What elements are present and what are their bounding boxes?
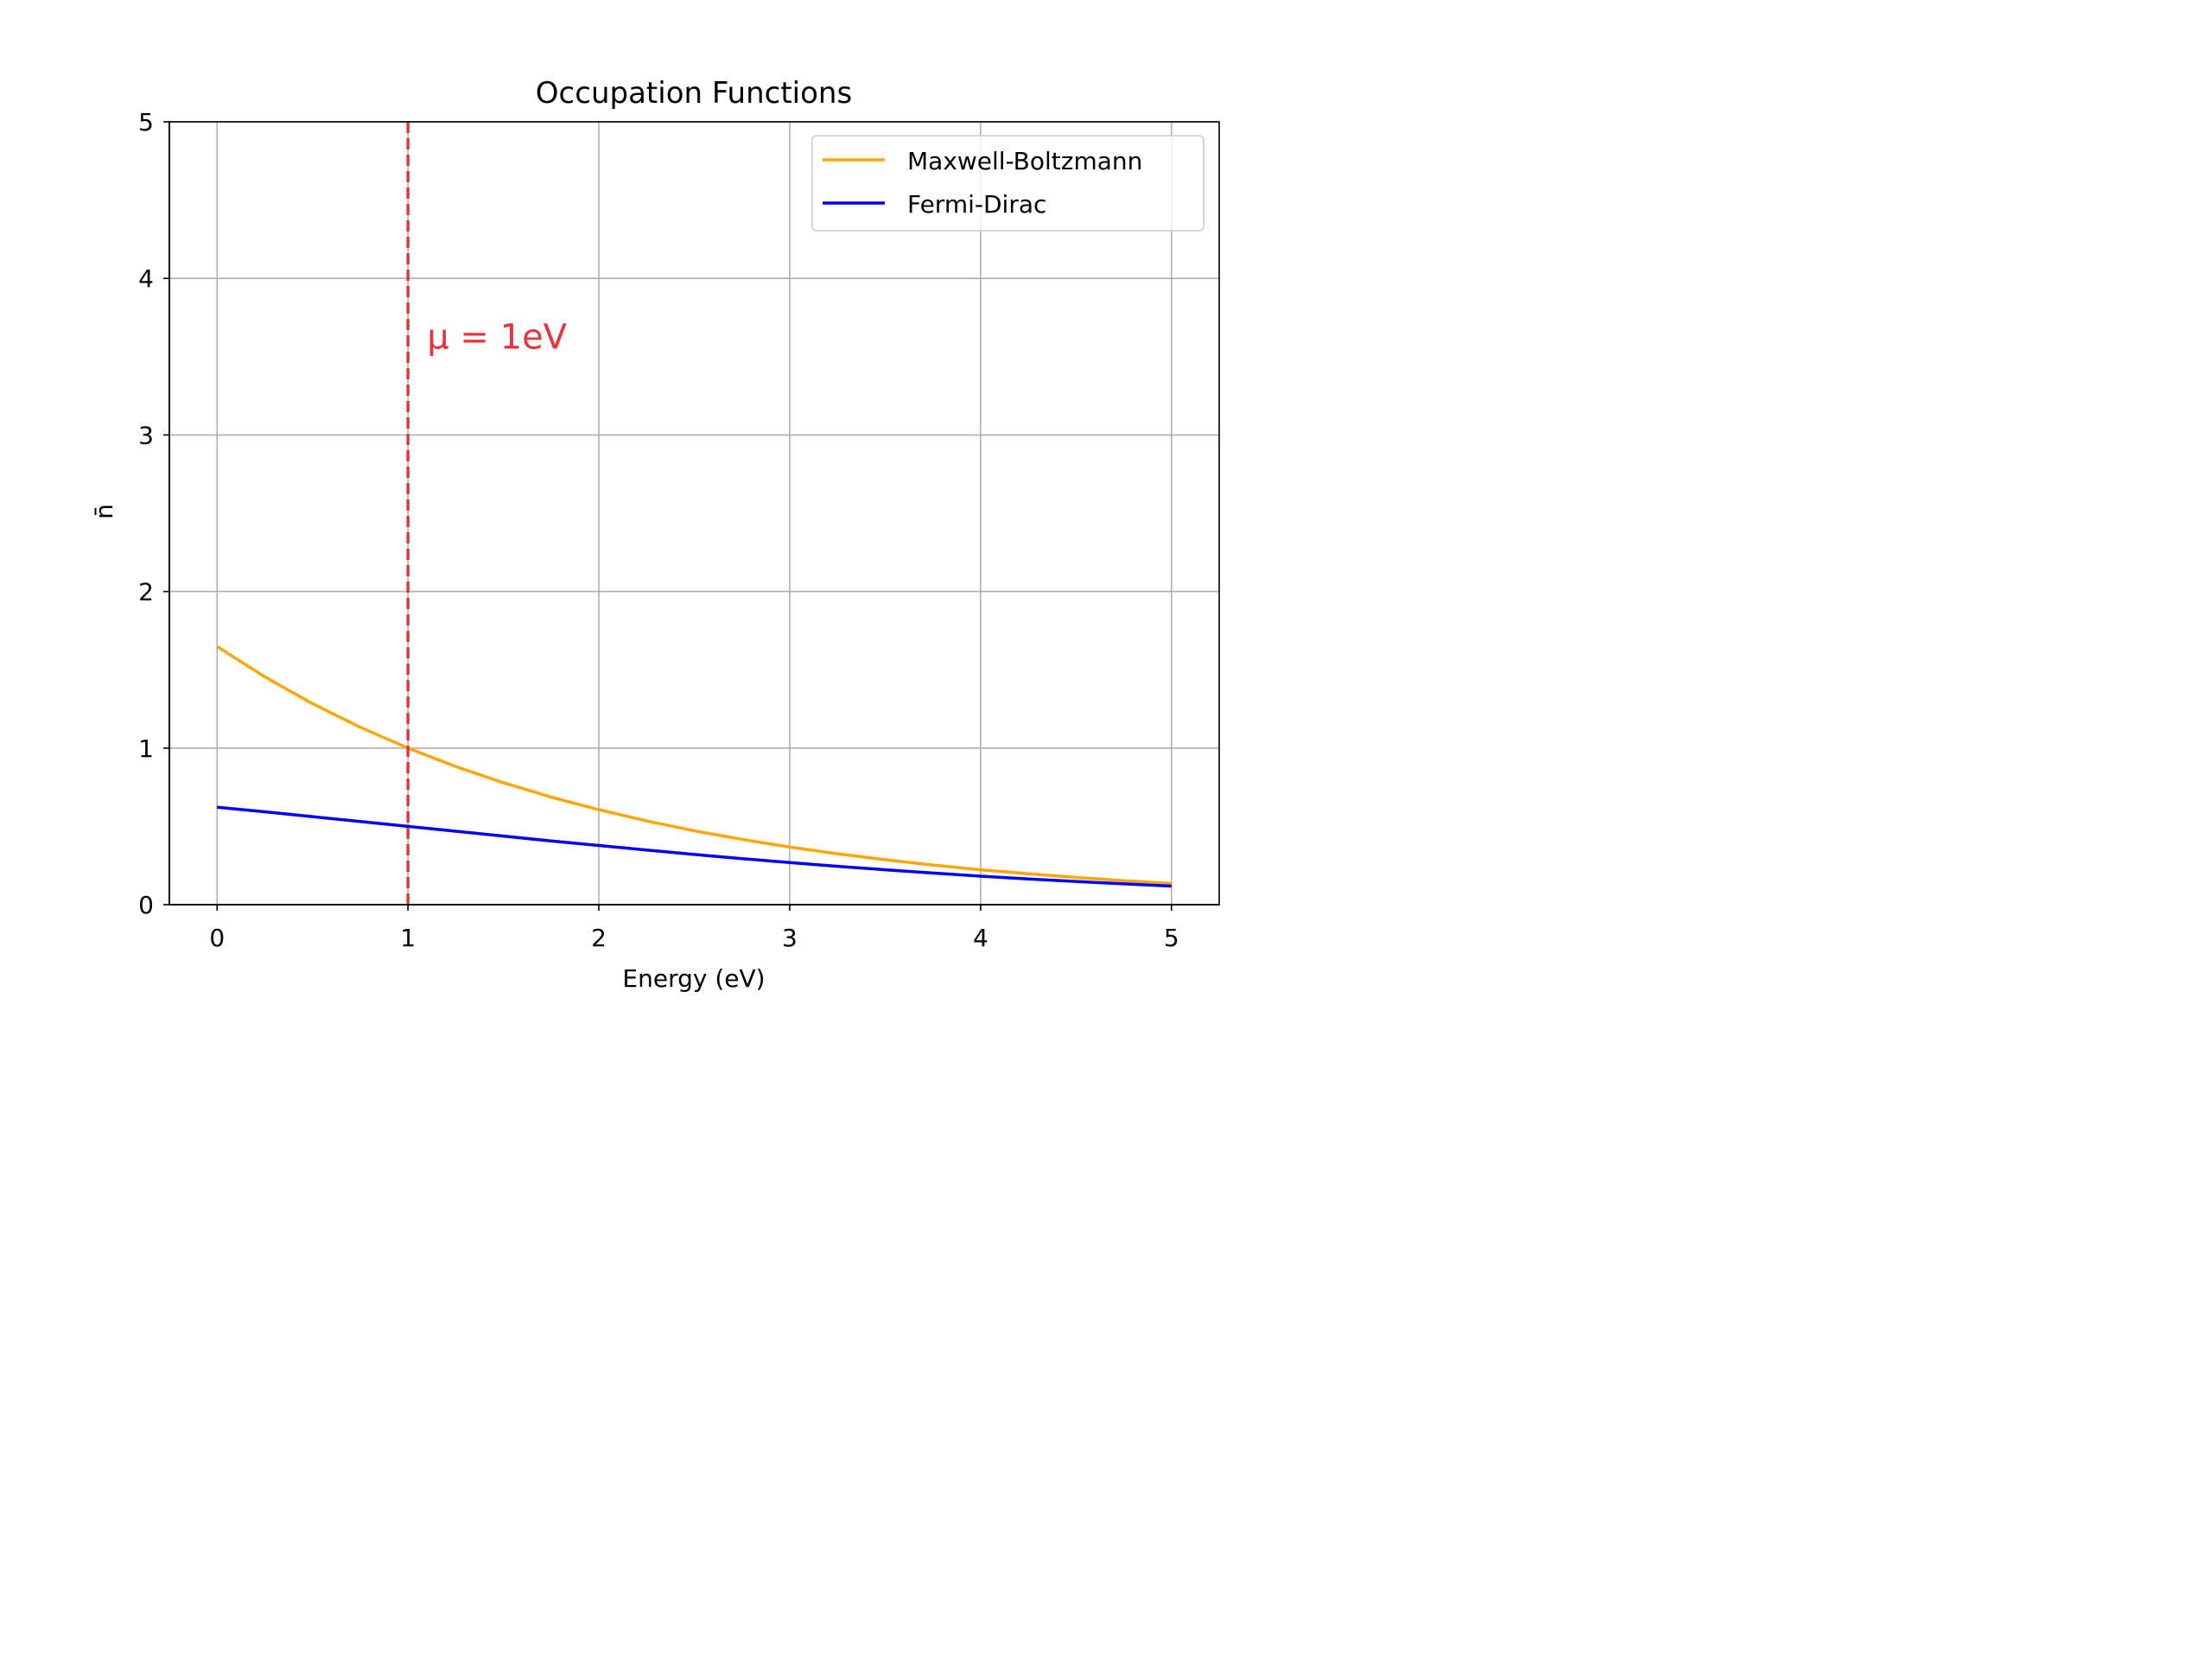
x-tick-label: 3 xyxy=(782,924,798,952)
tick-labels: 0 1 2 3 4 5 0 1 2 3 4 5 xyxy=(138,108,1179,952)
y-tick-label: 4 xyxy=(138,264,154,293)
axes xyxy=(163,121,1220,911)
chart-title: Occupation Functions xyxy=(536,76,852,111)
series-line-fermi-dirac xyxy=(217,805,1172,888)
y-tick-label: 1 xyxy=(138,734,154,763)
legend-label-fermi-dirac: Fermi-Dirac xyxy=(907,190,1046,219)
y-tick-label: 2 xyxy=(138,578,154,607)
y-tick-label: 5 xyxy=(138,108,154,137)
y-axis-label: n̄ xyxy=(90,504,118,519)
x-tick-label: 1 xyxy=(400,924,416,952)
x-tick-label: 5 xyxy=(1164,924,1179,952)
x-tick-label: 0 xyxy=(209,924,225,952)
legend-box xyxy=(811,135,1205,232)
legend-label-maxwell-boltzmann: Maxwell-Boltzmann xyxy=(907,147,1142,175)
grid xyxy=(169,121,1219,906)
series-line-maxwell-boltzmann xyxy=(216,645,1172,886)
y-tick-label: 0 xyxy=(138,891,154,919)
occupation-chart: 0 1 2 3 4 5 0 1 2 3 4 5 Occupation Functions Energy… xyxy=(90,76,1220,993)
series-layer xyxy=(216,645,1172,888)
x-tick-label: 4 xyxy=(973,924,988,952)
plot-frame xyxy=(168,121,1220,906)
y-tick-label: 3 xyxy=(138,421,154,449)
mu-annotation: μ = 1eV xyxy=(427,318,567,358)
x-axis-label: Energy (eV) xyxy=(622,964,765,993)
legend: Maxwell-Boltzmann Fermi-Dirac xyxy=(811,135,1205,232)
x-tick-label: 2 xyxy=(591,924,607,952)
